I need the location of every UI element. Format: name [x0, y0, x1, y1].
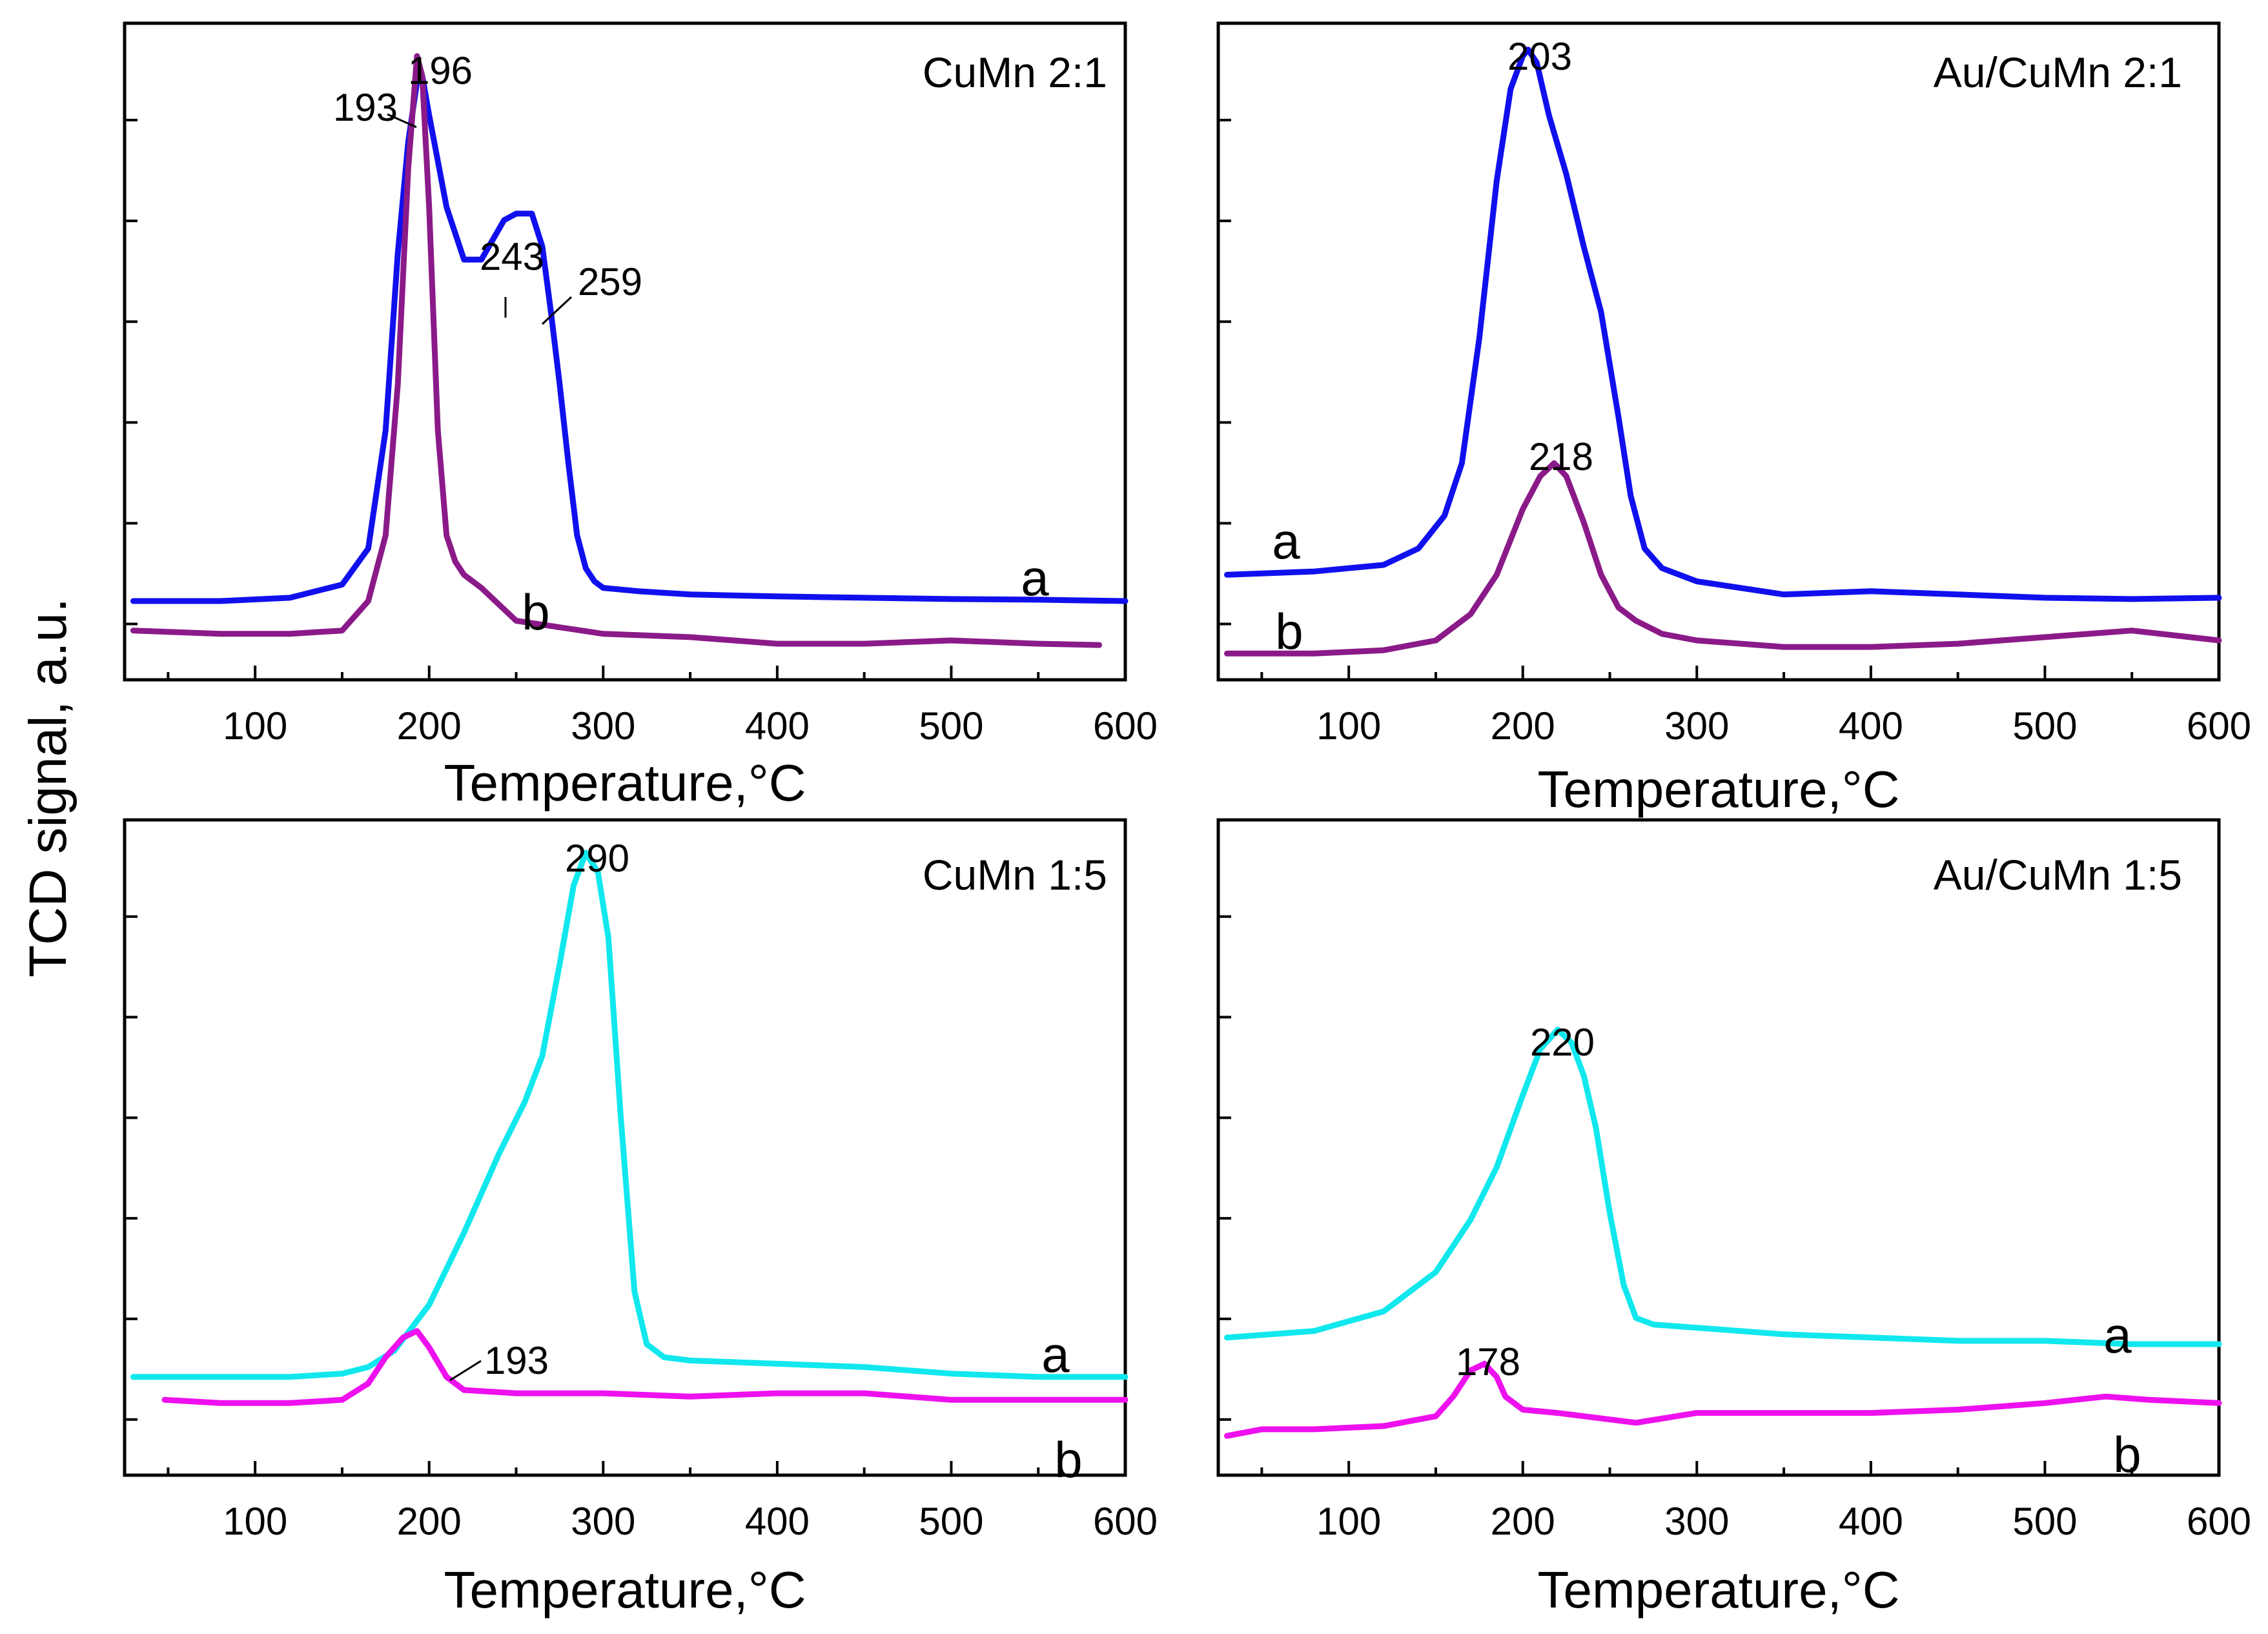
panel-frame — [1216, 818, 2221, 1477]
x-tick-label: 600 — [2187, 1500, 2251, 1543]
x-tick-label: 600 — [1093, 704, 1158, 748]
series-a-line — [1224, 46, 2222, 602]
x-axis-label: Temperature,°C — [1537, 1561, 1899, 1619]
panel-au-cumn-1-5: Au/CuMn 1:5 Temperature,°C 100 200 300 4… — [1216, 818, 2251, 1619]
x-tick-label: 300 — [1664, 1500, 1729, 1543]
peak-label-203: 203 — [1507, 35, 1572, 78]
x-tick-labels: 100 200 300 400 500 600 — [1316, 704, 2251, 748]
x-tick-labels: 100 200 300 400 500 600 — [223, 1500, 1158, 1543]
x-tick-label: 400 — [1839, 704, 1903, 748]
panel-title: Au/CuMn 2:1 — [1934, 48, 2182, 96]
panel-title: CuMn 1:5 — [923, 851, 1107, 899]
peak-label-178: 178 — [1456, 1340, 1520, 1384]
curve-label-a: a — [1021, 549, 1049, 606]
x-tick-label: 200 — [397, 1500, 462, 1543]
series-b-line — [1224, 460, 2222, 657]
panel-title: Au/CuMn 1:5 — [1934, 851, 2182, 899]
series-a-line — [130, 72, 1129, 604]
peak-label-193: 193 — [484, 1339, 549, 1382]
curve-label-a: a — [1272, 513, 1300, 569]
x-tick-label: 100 — [223, 704, 287, 748]
curve-label-b: b — [2113, 1426, 2141, 1483]
series-a-line — [1224, 1026, 2222, 1347]
axis-ticks — [1218, 915, 2134, 1475]
curve-label-a: a — [2103, 1307, 2132, 1363]
axis-ticks — [1218, 119, 2134, 680]
peak-label-243: 243 — [480, 235, 544, 278]
x-tick-label: 400 — [1839, 1500, 1903, 1543]
x-tick-label: 100 — [1316, 704, 1381, 748]
panel-au-cumn-2-1: Au/CuMn 2:1 Temperature,°C 100 200 300 4… — [1216, 21, 2251, 818]
x-axis-label: Temperature,°C — [444, 1561, 806, 1619]
x-tick-label: 100 — [223, 1500, 287, 1543]
series-b-line — [1224, 1360, 2222, 1439]
x-tick-labels: 100 200 300 400 500 600 — [223, 704, 1158, 748]
panel-frame — [123, 818, 1127, 1477]
panel-title: CuMn 2:1 — [923, 48, 1107, 96]
panel-cumn-2-1: CuMn 2:1 Temperature,°C 100 200 300 400 … — [123, 21, 1158, 812]
x-tick-label: 300 — [571, 1500, 635, 1543]
peak-label-220: 220 — [1530, 1021, 1595, 1064]
axis-ticks — [125, 119, 1040, 680]
peak-label-290: 290 — [565, 837, 629, 880]
x-tick-label: 400 — [745, 1500, 810, 1543]
axis-ticks — [125, 915, 1040, 1475]
peak-label-218: 218 — [1529, 435, 1593, 478]
x-tick-label: 500 — [919, 1500, 983, 1543]
curve-label-b: b — [1054, 1431, 1082, 1488]
x-tick-label: 500 — [919, 704, 983, 748]
x-tick-label: 200 — [397, 704, 462, 748]
x-tick-label: 200 — [1491, 1500, 1555, 1543]
series-b-line — [130, 53, 1103, 648]
panel-frame — [1216, 21, 2221, 682]
peak-leader — [449, 1360, 482, 1382]
peak-leader — [541, 296, 573, 325]
x-tick-label: 600 — [2187, 704, 2251, 748]
y-axis-label: TCD signal, a.u. — [19, 598, 77, 977]
panel-frame — [123, 21, 1127, 682]
x-tick-label: 500 — [2012, 704, 2077, 748]
x-tick-label: 100 — [1316, 1500, 1381, 1543]
peak-label-259: 259 — [578, 260, 642, 303]
x-tick-label: 500 — [2012, 1500, 2077, 1543]
curve-label-b: b — [1275, 603, 1303, 660]
x-tick-label: 200 — [1491, 704, 1555, 748]
series-a-line — [130, 850, 1129, 1380]
x-axis-label: Temperature,°C — [1537, 761, 1899, 818]
x-tick-label: 300 — [571, 704, 635, 748]
peak-leader — [387, 113, 417, 128]
x-tick-labels: 100 200 300 400 500 600 — [1316, 1500, 2251, 1543]
curve-label-b: b — [522, 584, 549, 640]
peak-label-193: 193 — [333, 86, 398, 129]
panel-cumn-1-5: CuMn 1:5 Temperature,°C 100 200 300 400 … — [123, 818, 1158, 1619]
x-tick-label: 300 — [1664, 704, 1729, 748]
x-tick-label: 400 — [745, 704, 810, 748]
series-b-line — [161, 1328, 1129, 1406]
x-axis-label: Temperature,°C — [444, 754, 806, 812]
x-tick-label: 600 — [1093, 1500, 1158, 1543]
peak-label-196: 196 — [408, 49, 473, 92]
curve-label-a: a — [1041, 1326, 1070, 1383]
